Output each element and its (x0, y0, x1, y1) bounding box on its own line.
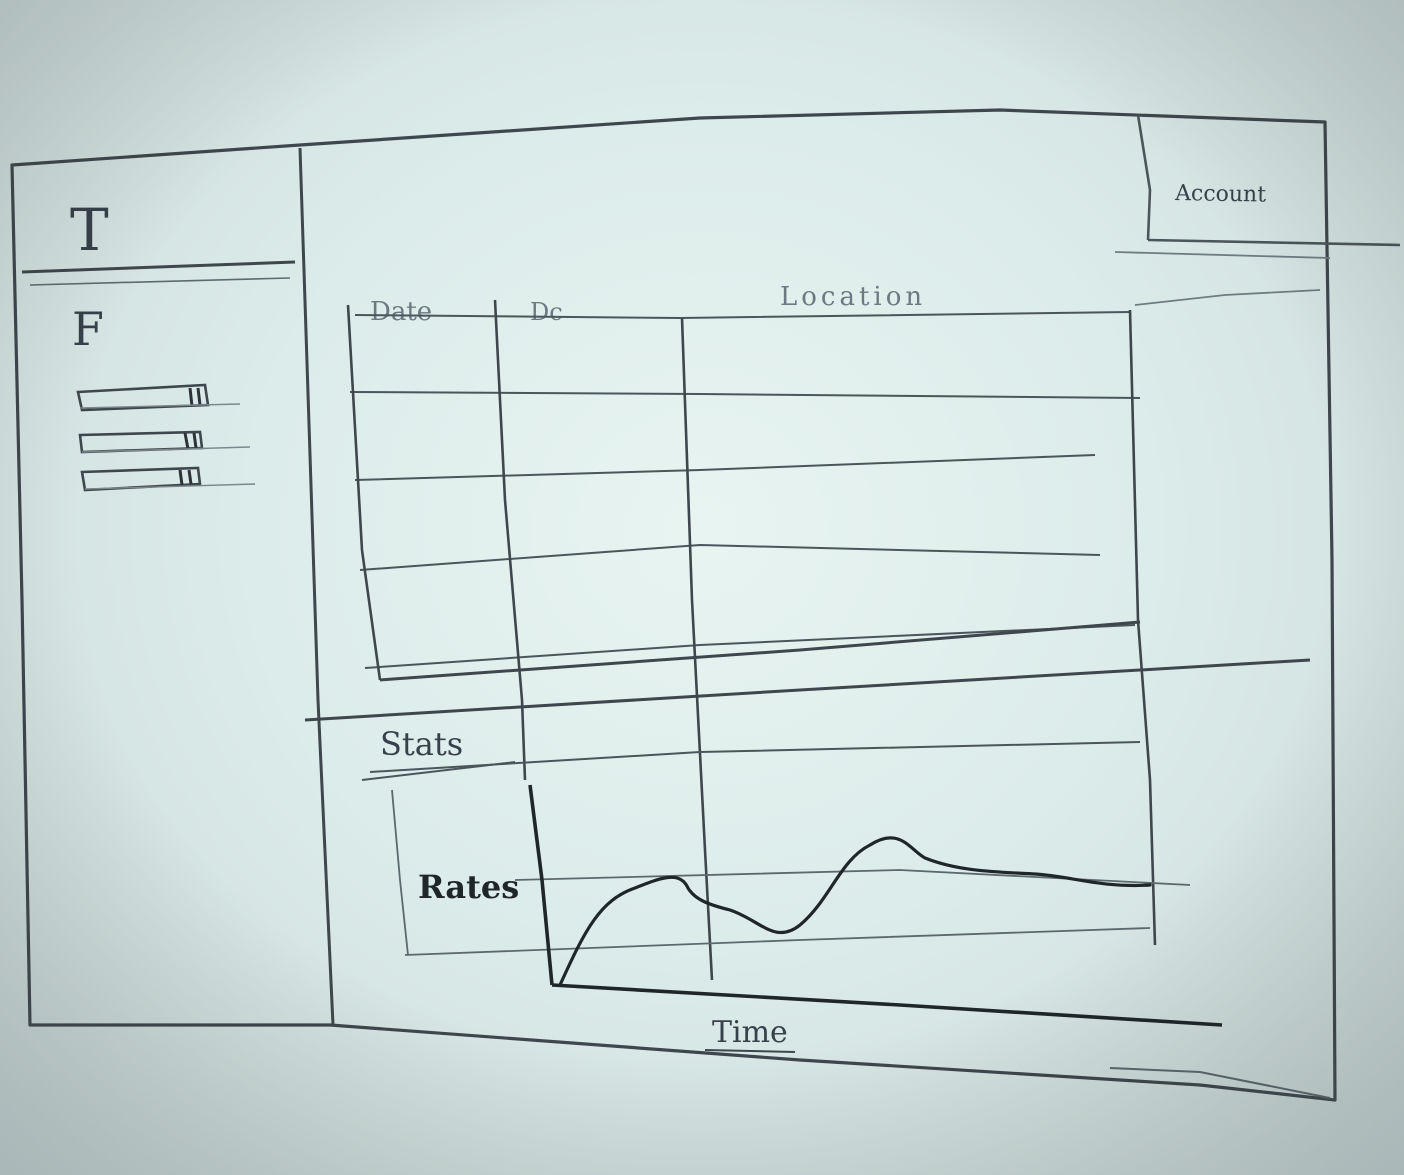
sidebar-filter-row[interactable] (80, 466, 256, 492)
chart-x-axis (551, 983, 1223, 1027)
sidebar-title-glyph: T (70, 196, 109, 264)
sidebar-filter-row[interactable] (78, 430, 251, 454)
sidebar-header-divider (21, 260, 296, 274)
table-row[interactable] (349, 391, 1141, 399)
sidebar-filter-row[interactable] (76, 383, 241, 412)
sidebar-filter-glyph: F (72, 302, 104, 356)
stats-section: Stats (361, 725, 1141, 781)
section-divider (304, 658, 1311, 722)
sidebar: T F (21, 196, 296, 492)
sidebar-divider (298, 147, 335, 1026)
table-row[interactable] (359, 543, 1101, 571)
table-header-dc[interactable]: Dc (530, 298, 563, 326)
chart-left-guide (391, 789, 409, 956)
right-panel: Account (1114, 114, 1401, 306)
chart-series-line (558, 836, 1152, 987)
table-header-date[interactable]: Date (370, 297, 432, 327)
chart-y-axis (528, 784, 554, 986)
table-row[interactable] (354, 454, 1096, 481)
chart-xlabel: Time (712, 1015, 788, 1050)
table-col-divider (680, 317, 714, 981)
table-scrollbar-track[interactable] (1128, 309, 1157, 946)
table-col-divider (346, 304, 382, 681)
table-header-location[interactable]: Location (780, 282, 926, 312)
account-label[interactable]: Account (1174, 181, 1267, 208)
stats-label: Stats (380, 725, 463, 763)
rates-chart: Rates Time (391, 784, 1331, 1099)
chart-ylabel: Rates (418, 868, 519, 906)
